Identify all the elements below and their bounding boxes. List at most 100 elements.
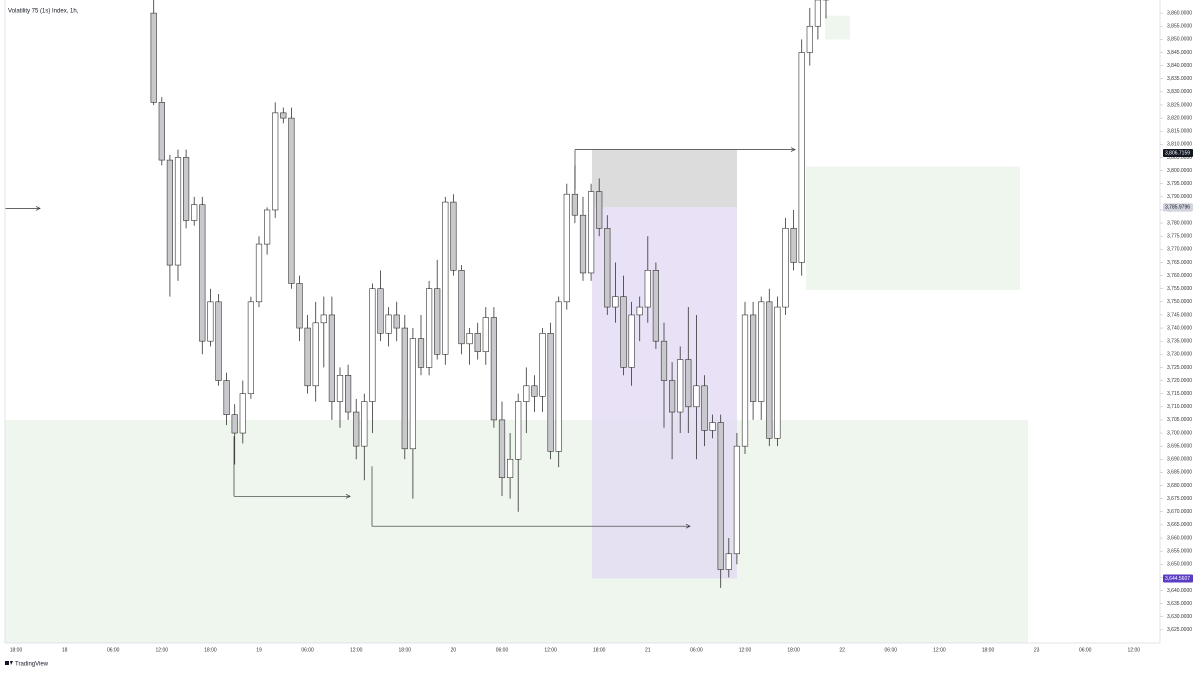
candle-body xyxy=(668,380,676,413)
y-tick-label: 3,860.0000 xyxy=(1167,10,1192,16)
candle-body xyxy=(725,553,732,570)
candle-body xyxy=(604,228,611,308)
x-tick-label: 12:00 xyxy=(544,647,557,653)
candle-body xyxy=(498,419,506,478)
candle-body xyxy=(774,306,781,439)
candle-body xyxy=(263,209,271,245)
candle-body xyxy=(434,288,441,355)
candle-body xyxy=(660,340,668,381)
x-tick-label: 21 xyxy=(645,647,651,653)
x-tick-label: 06:00 xyxy=(496,647,509,653)
candle-body xyxy=(506,458,514,478)
y-tick-label: 3,695.0000 xyxy=(1167,443,1192,449)
x-tick-label: 18:00 xyxy=(10,647,23,653)
y-tick-label: 3,735.0000 xyxy=(1167,339,1192,345)
candle-body xyxy=(766,301,773,439)
candle-body xyxy=(369,288,376,402)
x-tick-label: 22 xyxy=(839,647,845,653)
chart-title: Volatility 75 (1s) Index, 1h, xyxy=(8,9,79,15)
candle-body xyxy=(571,193,578,216)
zone xyxy=(592,149,737,208)
candle-body xyxy=(393,314,400,329)
candle-body xyxy=(191,204,198,221)
x-tick-label: 18:00 xyxy=(593,647,606,653)
y-tick-label: 3,790.0000 xyxy=(1167,194,1192,200)
y-tick-label: 3,640.0000 xyxy=(1167,588,1192,594)
candle-body xyxy=(223,380,230,415)
candle-body xyxy=(239,393,246,434)
y-tick-label: 3,810.0000 xyxy=(1167,142,1192,148)
candle-body xyxy=(587,191,595,274)
x-tick-label: 06:00 xyxy=(690,647,703,653)
x-tick-label: 12:00 xyxy=(350,647,363,653)
candle-body xyxy=(336,375,344,402)
candle-body xyxy=(531,385,538,397)
y-tick-label: 3,770.0000 xyxy=(1167,247,1192,253)
candle-body xyxy=(539,333,546,397)
candle-body xyxy=(652,270,659,342)
candle-body xyxy=(272,112,279,211)
price-label-box xyxy=(1163,574,1193,583)
y-tick-label: 3,705.0000 xyxy=(1167,417,1192,423)
level-arrowhead xyxy=(345,493,351,499)
y-tick-label: 3,830.0000 xyxy=(1167,89,1192,95)
candle-body xyxy=(215,301,222,381)
y-tick-label: 3,760.0000 xyxy=(1167,273,1192,279)
candle-body xyxy=(717,422,724,570)
candle-body xyxy=(612,296,619,308)
candle-body xyxy=(733,445,740,555)
candle-body xyxy=(782,228,789,308)
candle-body xyxy=(183,157,190,221)
y-tick-label: 3,755.0000 xyxy=(1167,286,1192,292)
candle-body xyxy=(150,12,157,103)
x-tick-label: 18 xyxy=(62,647,68,653)
x-tick-label: 06:00 xyxy=(1079,647,1092,653)
x-tick-label: 18:00 xyxy=(399,647,412,653)
y-tick-label: 3,670.0000 xyxy=(1167,509,1192,515)
candle-body xyxy=(401,327,408,450)
y-tick-label: 3,660.0000 xyxy=(1167,535,1192,541)
y-tick-label: 3,835.0000 xyxy=(1167,76,1192,82)
x-tick-label: 18:00 xyxy=(204,647,217,653)
y-tick-label: 3,805.0000 xyxy=(1167,155,1192,161)
candle-body xyxy=(644,270,651,308)
y-tick-label: 3,825.0000 xyxy=(1167,102,1192,108)
candle-body xyxy=(701,385,708,431)
candle-body xyxy=(280,112,287,119)
y-tick-label: 3,625.0000 xyxy=(1167,627,1192,633)
x-tick-label: 18:00 xyxy=(982,647,995,653)
y-tick-label: 3,775.0000 xyxy=(1167,234,1192,240)
candle-body xyxy=(296,283,303,329)
y-tick-label: 3,850.0000 xyxy=(1167,37,1192,43)
candle-body xyxy=(255,243,263,303)
x-tick-label: 06:00 xyxy=(301,647,314,653)
price-label: 3,785.9796 xyxy=(1165,205,1190,211)
candle-body xyxy=(344,375,352,413)
candle-body xyxy=(806,25,813,53)
x-tick-label: 12:00 xyxy=(933,647,946,653)
y-tick-label: 3,820.0000 xyxy=(1167,115,1192,121)
candle-body xyxy=(555,301,562,452)
y-tick-label: 3,815.0000 xyxy=(1167,129,1192,135)
y-tick-label: 3,675.0000 xyxy=(1167,496,1192,502)
y-tick-label: 3,635.0000 xyxy=(1167,601,1192,607)
zone xyxy=(825,15,850,40)
price-label-box xyxy=(1163,203,1193,212)
y-tick-label: 3,690.0000 xyxy=(1167,457,1192,463)
candle-body xyxy=(458,270,465,345)
y-tick-label: 3,680.0000 xyxy=(1167,483,1192,489)
plot-area xyxy=(5,0,1028,643)
candle-body xyxy=(328,314,336,402)
candle-body xyxy=(579,214,587,274)
y-tick-label: 3,745.0000 xyxy=(1167,312,1192,318)
x-tick-label: 06:00 xyxy=(885,647,898,653)
candle-body xyxy=(442,201,449,355)
candle-body xyxy=(199,204,206,342)
footer: TradingView xyxy=(15,662,49,668)
candle-body xyxy=(749,314,757,402)
price-label: 3,644.5607 xyxy=(1165,576,1190,582)
candle-body xyxy=(166,159,174,266)
price-label: 3,806.7159 xyxy=(1165,150,1190,156)
level-arrowhead xyxy=(35,206,41,211)
